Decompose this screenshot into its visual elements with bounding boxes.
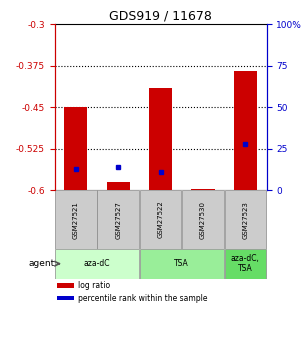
Bar bbox=[234, 71, 257, 190]
Text: aza-dC,
TSA: aza-dC, TSA bbox=[231, 254, 260, 273]
Text: GSM27522: GSM27522 bbox=[158, 201, 164, 238]
Bar bbox=[97, 190, 139, 249]
Text: TSA: TSA bbox=[175, 259, 189, 268]
Bar bbox=[57, 283, 74, 288]
Bar bbox=[225, 190, 266, 249]
Text: aza-dC: aza-dC bbox=[84, 259, 110, 268]
Text: GSM27530: GSM27530 bbox=[200, 200, 206, 239]
Bar bbox=[55, 190, 97, 249]
Bar bbox=[225, 249, 266, 279]
Title: GDS919 / 11678: GDS919 / 11678 bbox=[109, 10, 212, 23]
Bar bbox=[64, 107, 87, 190]
Text: GSM27527: GSM27527 bbox=[115, 201, 121, 238]
Text: GSM27521: GSM27521 bbox=[73, 201, 79, 238]
Bar bbox=[55, 249, 139, 279]
Bar bbox=[140, 249, 224, 279]
Bar bbox=[107, 182, 130, 190]
Bar bbox=[182, 190, 224, 249]
Bar bbox=[57, 296, 74, 300]
Text: GSM27523: GSM27523 bbox=[242, 201, 248, 238]
Text: percentile rank within the sample: percentile rank within the sample bbox=[78, 294, 207, 303]
Bar bbox=[149, 88, 172, 190]
Text: agent: agent bbox=[29, 259, 55, 268]
Bar bbox=[191, 189, 215, 190]
Bar bbox=[140, 190, 181, 249]
Text: log ratio: log ratio bbox=[78, 281, 110, 290]
